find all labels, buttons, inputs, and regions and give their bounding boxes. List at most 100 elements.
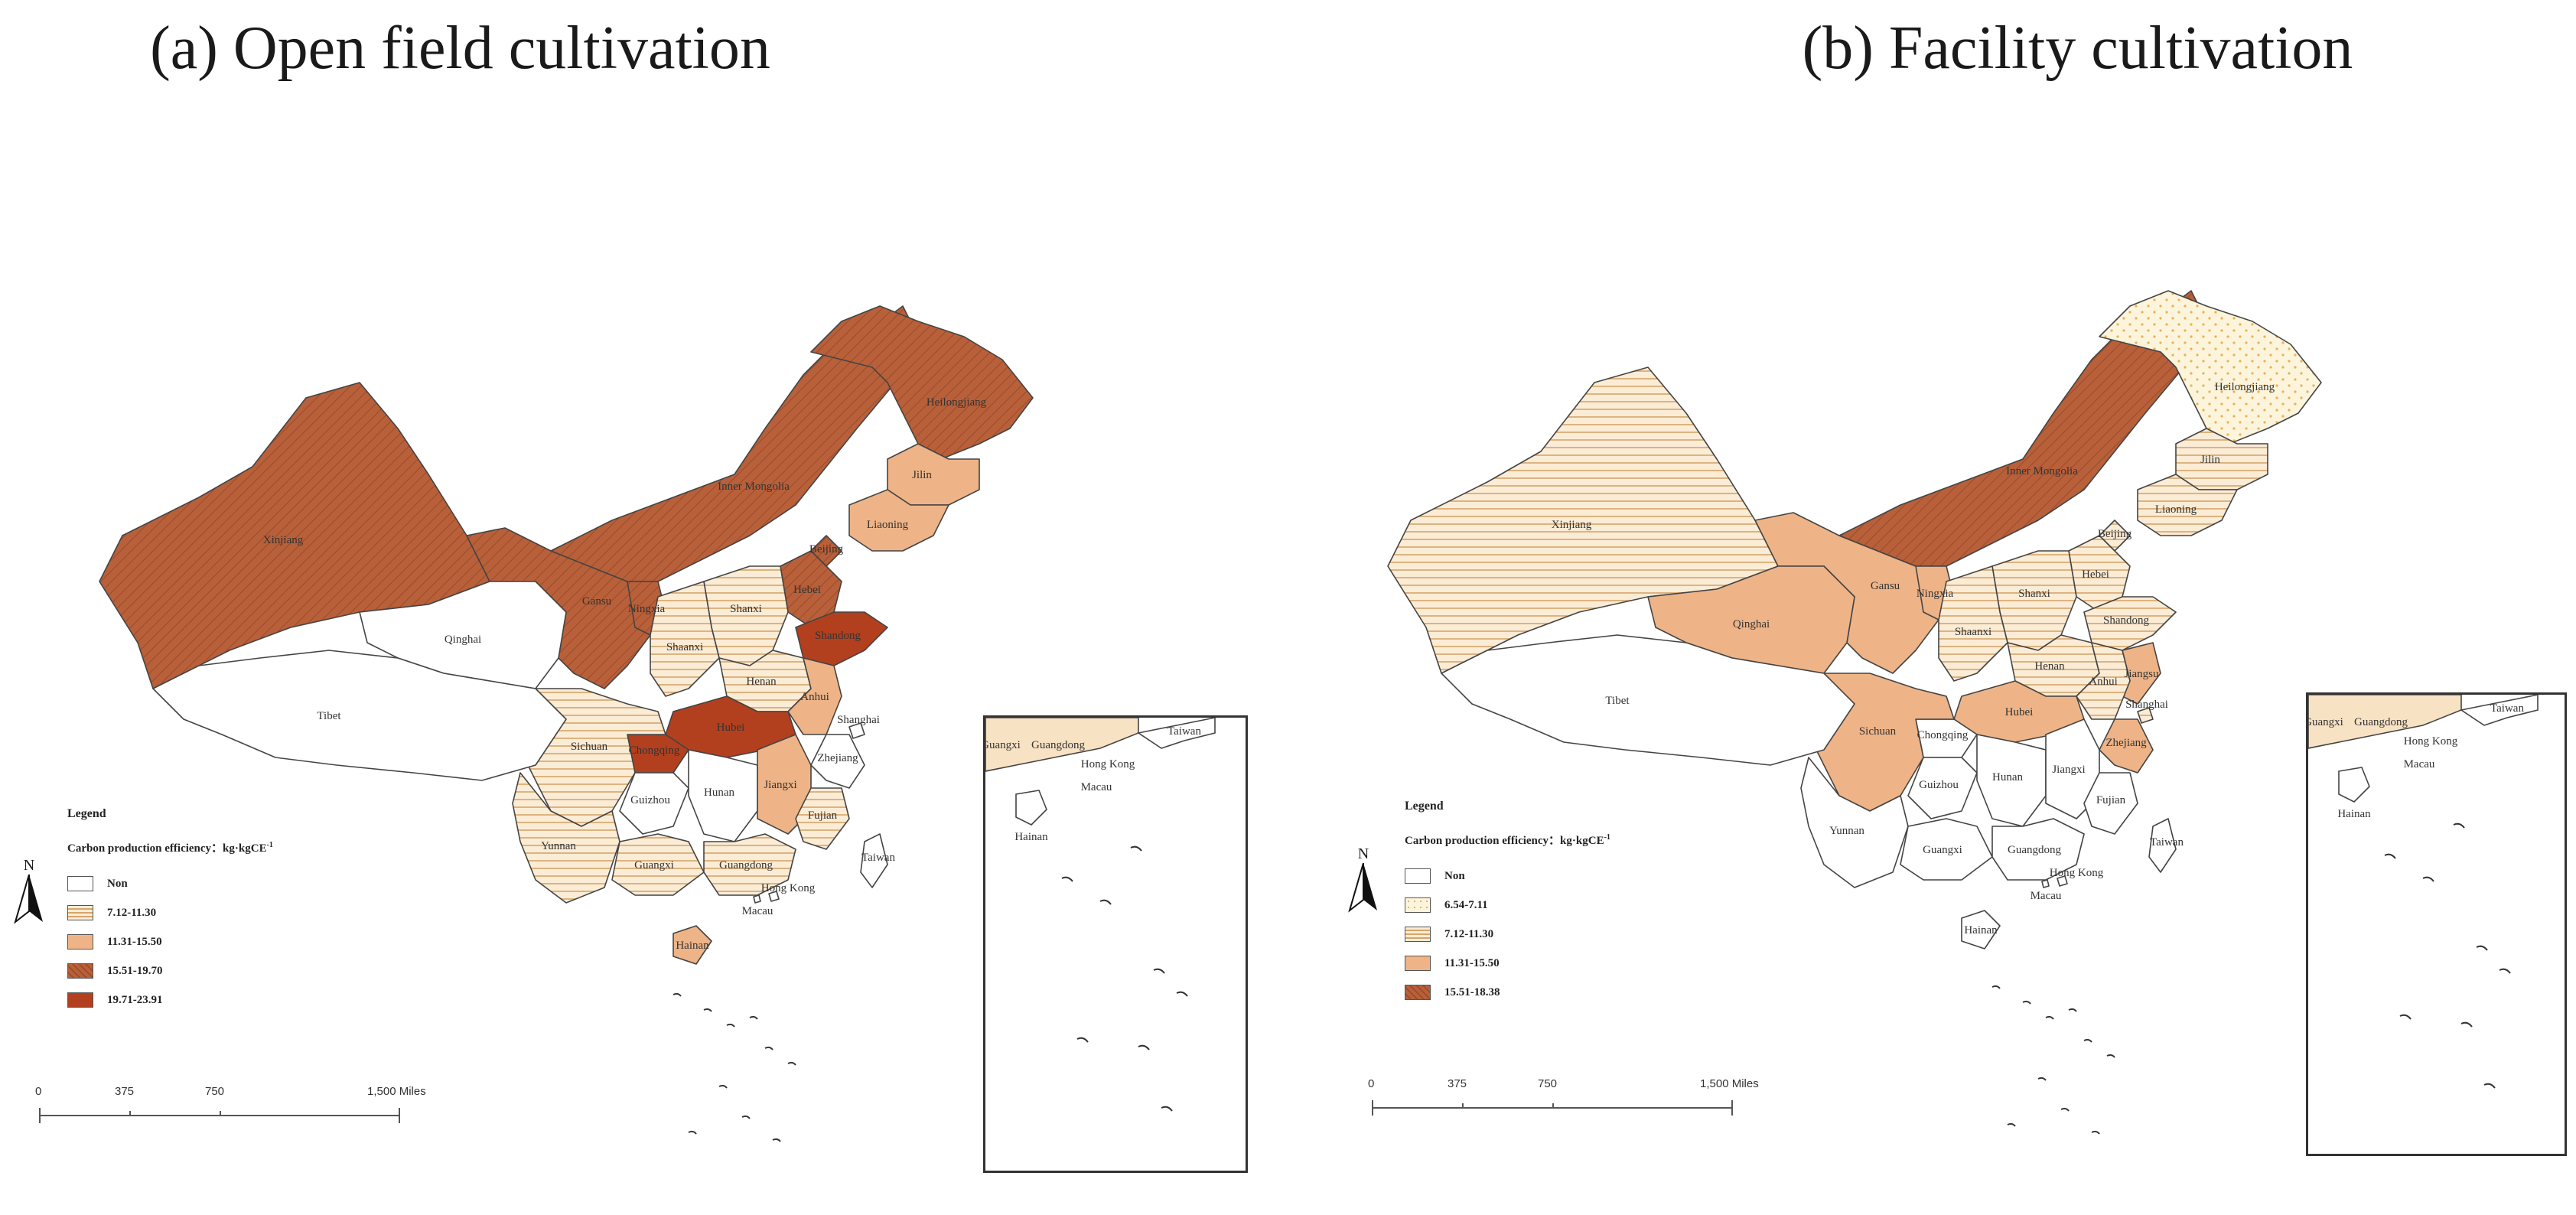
legend-label: 15.51-19.70 <box>107 964 163 977</box>
legend-label: Non <box>1444 869 1465 882</box>
scale-tick-label: 375 <box>115 1085 135 1098</box>
province-guangdong <box>703 833 796 896</box>
scale-tick-label: 0 <box>1368 1077 1375 1090</box>
province-label: Shanxi <box>2018 588 2050 600</box>
legend-swatch <box>67 905 93 920</box>
province-label: Tibet <box>317 710 341 722</box>
north-label: N <box>23 857 35 874</box>
province-yunnan <box>1800 757 1909 888</box>
legend-item: Non <box>1405 862 1610 891</box>
inset-geometry <box>985 717 1216 1112</box>
legend-title: Legend <box>1405 800 1444 813</box>
province-guizhou <box>619 772 689 835</box>
province-guangdong <box>1991 818 2085 881</box>
province-label: Yunnan <box>1829 825 1864 837</box>
province-zhejiang <box>810 734 865 789</box>
north-arrow: N <box>14 857 44 933</box>
scale-tick-label: 1,500 Miles <box>1700 1077 1759 1090</box>
province-label: Guangxi <box>634 859 674 871</box>
china-map: Xinjiang Gansu Inner Mongolia Heilongjiang J… <box>99 305 1034 1142</box>
inset-label: Taiwan <box>2490 702 2524 715</box>
province-label: Hebei <box>793 584 821 596</box>
province-shaanxi <box>650 581 720 697</box>
province-label: Macau <box>742 905 773 917</box>
province-label: Zhejiang <box>2105 737 2147 749</box>
province-label: Hebei <box>2082 568 2109 581</box>
legend-swatch <box>1405 927 1431 942</box>
province-label: Guangxi <box>1923 844 1962 856</box>
legend-label: 15.51-18.38 <box>1444 985 1500 998</box>
provinces-layer: Xinjiang Gansu Inner Mongolia Heilongjiang J… <box>99 305 1034 965</box>
province-label: Shanghai <box>2125 699 2168 711</box>
province-label: Gansu <box>582 595 612 608</box>
province-label: Ningxia <box>1917 588 1954 600</box>
north-label: N <box>1357 845 1369 862</box>
province-macau <box>2041 879 2050 888</box>
legend-label: 6.54-7.11 <box>1444 898 1488 911</box>
china-map: Xinjiang Gansu Qinghai Inner Mongolia Heilon… <box>1387 290 2322 1135</box>
province-shanghai <box>848 722 865 739</box>
legend-label: 19.71-23.91 <box>107 993 163 1006</box>
province-hunan <box>1976 734 2047 827</box>
province-label: Shanghai <box>837 714 880 726</box>
province-label: Macau <box>2031 890 2062 902</box>
province-label: Xinjiang <box>263 534 304 546</box>
province-label: Heilongjiang <box>2215 381 2275 393</box>
scale-tick-label: 750 <box>1538 1077 1558 1090</box>
province-label: Anhui <box>2089 676 2118 688</box>
inset-label: Guangxi <box>985 739 1021 751</box>
province-hebei <box>2068 535 2131 613</box>
inset-label: Hong Kong <box>1081 758 1135 770</box>
province-label: Jiangxi <box>2052 764 2085 776</box>
province-label: Guizhou <box>1919 779 1959 791</box>
legend-subtitle: Carbon production efficiency：kg·kgCE-1 <box>67 841 273 855</box>
province-label: Qinghai <box>1733 618 1770 630</box>
legend: Legend Carbon production efficiency：kg·k… <box>67 807 273 1015</box>
scale-tick-label: 750 <box>205 1085 225 1098</box>
legend-label: 11.31-15.50 <box>107 935 162 948</box>
province-taiwan <box>2148 818 2177 873</box>
islands-layer <box>1991 985 2115 1135</box>
province-zhejiang <box>2099 718 2154 774</box>
province-hainan <box>672 925 712 965</box>
province-label: Shandong <box>2103 614 2150 627</box>
province-taiwan <box>860 833 888 888</box>
legend-title: Legend <box>67 807 106 820</box>
panel-title: (a) Open field cultivation <box>150 15 770 82</box>
legend-item: 7.12-11.30 <box>67 898 273 927</box>
province-heilongjiang <box>2099 290 2322 445</box>
province-hainan <box>1961 910 2001 950</box>
province-label: Sichuan <box>571 741 608 753</box>
province-label: Beijing <box>809 543 844 555</box>
legend-swatch <box>67 934 93 950</box>
inset-label: Guangdong <box>2354 716 2408 728</box>
inset-label: Hainan <box>1014 831 1048 843</box>
map-panel-facility: (b) Facility cultivation Xinjiang Gansu Qi… <box>1288 0 2576 1215</box>
province-tibet <box>152 650 567 781</box>
legend-subtitle: Carbon production efficiency：kg·kgCE-1 <box>1405 833 1610 847</box>
province-label: Fujian <box>2096 794 2126 806</box>
province-label: Chongqing <box>629 744 680 757</box>
province-label: Beijing <box>2098 528 2132 540</box>
province-guangxi <box>611 833 705 896</box>
province-hunan <box>688 749 758 842</box>
legend-label: 11.31-15.50 <box>1444 956 1500 969</box>
province-label: Tibet <box>1605 695 1630 707</box>
scale-tick-label: 1,500 Miles <box>367 1085 426 1098</box>
inset-label: Hong Kong <box>2404 735 2458 748</box>
panel-title: (b) Facility cultivation <box>1802 15 2353 82</box>
inset-label: Macau <box>1081 781 1112 793</box>
province-label: Hubei <box>717 722 745 734</box>
scale-tick-label: 0 <box>35 1085 42 1098</box>
north-arrow-icon <box>14 874 43 924</box>
province-label: Guizhou <box>630 794 670 806</box>
inset-label: Hainan <box>2337 808 2371 820</box>
province-label: Jiangxi <box>764 779 796 791</box>
legend-swatch <box>1405 897 1431 913</box>
legend-item: 19.71-23.91 <box>67 985 273 1015</box>
province-jilin <box>887 443 980 506</box>
province-label: Hunan <box>1992 771 2023 783</box>
province-shaanxi <box>1938 565 2008 682</box>
legend-label: 7.12-11.30 <box>1444 927 1494 940</box>
legend-item: 15.51-18.38 <box>1405 978 1610 1007</box>
